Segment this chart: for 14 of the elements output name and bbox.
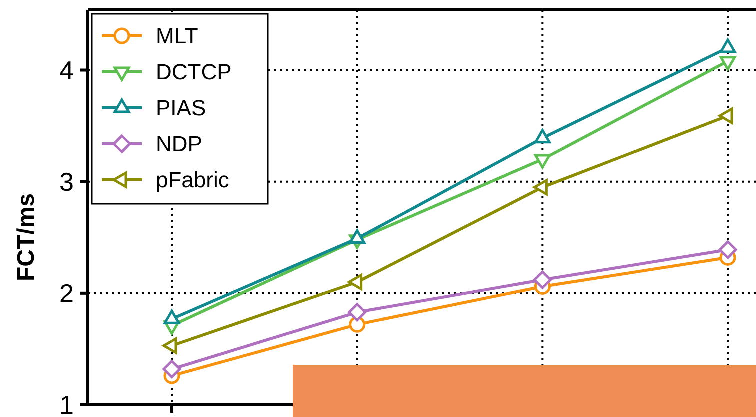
- legend-label: pFabric: [156, 168, 230, 193]
- point: [348, 303, 367, 322]
- legend-label: NDP: [156, 132, 202, 157]
- legend-label: MLT: [156, 24, 198, 49]
- point: [533, 270, 552, 290]
- y-tick-label: 4: [60, 55, 74, 86]
- legend-label: DCTCP: [156, 60, 232, 85]
- point: [162, 360, 182, 379]
- y-axis-title: FCT/ms: [13, 193, 40, 282]
- legend-label: PIAS: [156, 96, 206, 121]
- y-tick-label: 1: [60, 390, 74, 417]
- point: [718, 240, 738, 260]
- y-tick-label: 2: [60, 278, 74, 309]
- y-tick-label: 3: [60, 166, 74, 197]
